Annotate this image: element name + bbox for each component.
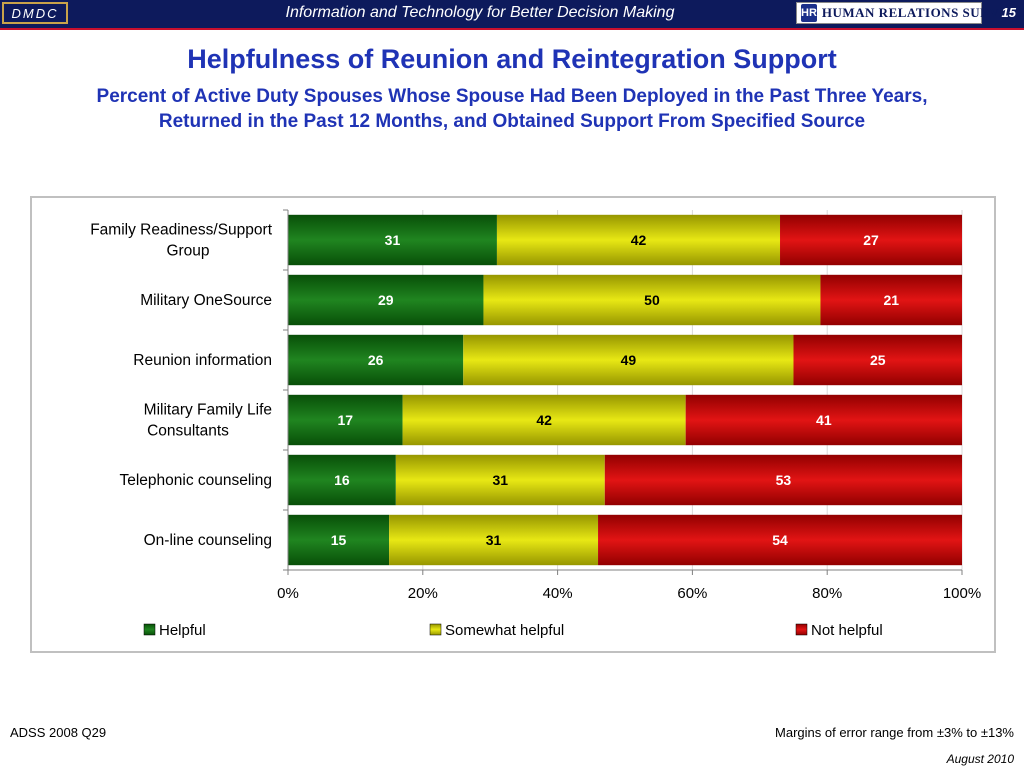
bar-segment-somewhat-helpful [389, 514, 599, 566]
data-label: 53 [776, 472, 792, 488]
logo-text: HUMAN RELATIONS SURVEYS [821, 5, 1024, 20]
header-bar: DMDC Information and Technology for Bett… [0, 0, 1024, 30]
bar-segment-not-helpful [780, 214, 962, 266]
data-label: 49 [621, 352, 637, 368]
bar-segment-not-helpful [598, 514, 962, 566]
bar-segment-not-helpful [820, 274, 962, 326]
data-label: 42 [631, 232, 647, 248]
header-tagline: Information and Technology for Better De… [285, 4, 675, 21]
category-label: On-line counseling [144, 532, 272, 549]
bar-segment-helpful [288, 334, 464, 386]
data-label: 31 [493, 472, 509, 488]
data-label: 31 [486, 532, 502, 548]
data-label: 41 [816, 412, 832, 428]
legend-label: Not helpful [811, 622, 883, 639]
data-label: 54 [772, 532, 788, 548]
x-tick-label: 20% [408, 585, 438, 602]
dmdc-label: DMDC [11, 5, 59, 21]
category-label: Military OneSource [140, 292, 272, 309]
chart-frame: 31 42 27 Family Readiness/Support Group 29 50 2… [30, 196, 996, 653]
category-label: Telephonic counseling [119, 472, 272, 489]
x-tick-label: 80% [812, 585, 842, 602]
legend-label: Helpful [159, 622, 206, 639]
bar-segment-helpful [288, 274, 484, 326]
x-tick-label: 0% [277, 585, 299, 602]
category-label: Family Readiness/Support [90, 222, 272, 239]
hr-badge-icon: HR [801, 4, 817, 22]
bar-segment-somewhat-helpful [402, 394, 686, 446]
bar-segment-somewhat-helpful [496, 214, 781, 266]
category-label: Consultants [147, 423, 229, 440]
legend-swatch-helpful [143, 623, 156, 636]
data-label: 31 [385, 232, 401, 248]
bar-segment-helpful [288, 454, 396, 506]
data-label: 25 [870, 352, 886, 368]
legend-swatch-not-helpful [795, 623, 808, 636]
data-label: 27 [863, 232, 879, 248]
legend-label: Somewhat helpful [445, 622, 564, 639]
x-tick-label: 60% [677, 585, 707, 602]
data-label: 50 [644, 292, 660, 308]
source-note: ADSS 2008 Q29 [10, 725, 107, 740]
bar-segment-somewhat-helpful [483, 274, 821, 326]
data-label: 17 [338, 412, 354, 428]
chart-subtitle: Percent of Active Duty Spouses Whose Spo… [96, 86, 928, 132]
page-number: 15 [1001, 5, 1016, 20]
bar-segment-somewhat-helpful [463, 334, 794, 386]
data-label: 16 [334, 472, 350, 488]
data-label: 26 [368, 352, 384, 368]
bar-segment-helpful [288, 214, 497, 266]
data-label: 21 [883, 292, 899, 308]
bar-segment-not-helpful [685, 394, 962, 446]
data-label: 42 [536, 412, 552, 428]
margin-of-error-note: Margins of error range from ±3% to ±13% [775, 725, 1014, 740]
x-tick-label: 100% [943, 585, 981, 602]
category-label: Reunion information [133, 352, 272, 369]
data-label: 29 [378, 292, 394, 308]
category-label: Group [166, 243, 209, 260]
bar-segment-helpful [288, 394, 403, 446]
dmdc-logo: DMDC [2, 2, 68, 24]
chart-title: Helpfulness of Reunion and Reintegration… [187, 44, 837, 74]
category-label: Military Family Life [144, 402, 272, 419]
legend-swatch-somewhat-helpful [429, 623, 442, 636]
x-tick-label: 40% [543, 585, 573, 602]
bar-segment-not-helpful [793, 334, 962, 386]
date-note: August 2010 [946, 752, 1014, 766]
bar-segment-not-helpful [604, 454, 962, 506]
bar-segment-helpful [288, 514, 390, 566]
data-label: 15 [331, 532, 347, 548]
stacked-bar-chart: 31 42 27 Family Readiness/Support Group 29 50 2… [90, 209, 981, 639]
bar-segment-somewhat-helpful [395, 454, 605, 506]
human-relations-surveys-logo: HR HUMAN RELATIONS SURVEYS [796, 2, 1024, 24]
